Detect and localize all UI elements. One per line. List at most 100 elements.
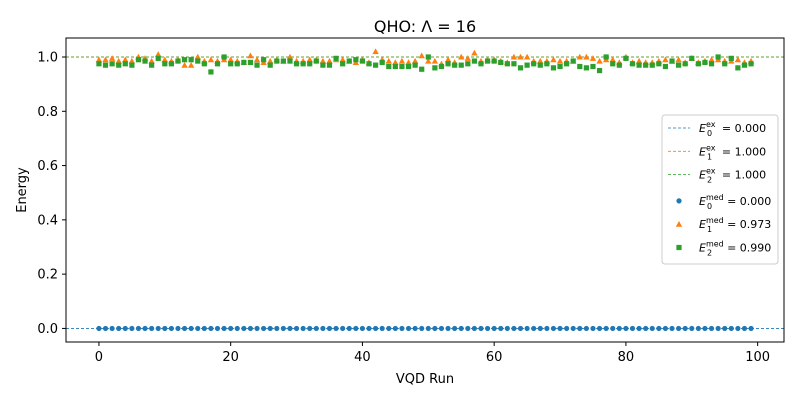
data-point xyxy=(504,61,510,67)
legend-label: Emed 1 = 0.973 xyxy=(699,216,771,234)
data-point xyxy=(109,61,115,67)
data-point xyxy=(603,54,609,60)
data-point xyxy=(741,62,748,68)
data-point xyxy=(366,325,372,332)
data-point xyxy=(208,325,214,332)
data-point xyxy=(510,53,518,60)
data-point xyxy=(129,325,135,332)
data-point xyxy=(570,325,576,332)
data-point xyxy=(564,61,570,67)
data-point xyxy=(181,57,188,63)
data-point xyxy=(129,62,135,68)
data-point xyxy=(478,61,484,67)
data-point xyxy=(227,56,234,63)
data-point xyxy=(662,56,669,63)
data-point xyxy=(326,62,333,68)
data-point xyxy=(286,53,294,60)
data-point xyxy=(155,325,161,332)
data-point xyxy=(662,325,669,332)
data-point xyxy=(241,325,247,332)
data-point xyxy=(399,63,405,70)
data-point xyxy=(643,325,649,332)
legend-box xyxy=(661,114,779,265)
data-point xyxy=(583,65,589,71)
y-tick-label: 0.4 xyxy=(37,213,58,228)
data-point xyxy=(708,325,715,332)
data-point xyxy=(616,62,622,68)
data-point xyxy=(96,61,102,67)
data-point xyxy=(386,325,392,332)
data-point xyxy=(372,325,379,332)
data-point xyxy=(372,48,379,55)
data-point xyxy=(583,325,589,332)
data-point xyxy=(452,62,458,68)
data-point xyxy=(162,325,168,332)
data-point xyxy=(359,325,366,332)
data-point xyxy=(577,325,583,332)
data-point xyxy=(748,325,754,332)
data-point xyxy=(353,57,359,63)
data-point xyxy=(379,325,385,332)
legend-label: Eex 0 = 0.000 xyxy=(699,120,766,138)
data-point xyxy=(122,61,128,67)
data-point xyxy=(629,325,636,332)
data-point xyxy=(306,56,313,63)
legend-label: Eex 2 = 1.000 xyxy=(699,167,766,185)
legend-label: Emed 0 = 0.000 xyxy=(699,193,771,211)
legend-label: Eex 1 = 1.000 xyxy=(699,143,766,161)
data-point xyxy=(168,61,174,67)
data-point xyxy=(149,325,155,332)
data-point xyxy=(662,63,669,70)
data-point xyxy=(557,325,563,332)
data-point xyxy=(339,56,346,63)
data-point xyxy=(161,56,169,63)
data-point xyxy=(511,325,517,332)
data-point xyxy=(333,325,339,332)
data-point xyxy=(524,62,530,68)
data-point xyxy=(517,325,524,332)
data-point xyxy=(412,325,418,332)
data-point xyxy=(432,65,438,71)
data-point xyxy=(261,57,267,63)
legend: Eex 0 = 0.000 Eex 1 = 1.000 Eex 2 = 1.000 Emed… xyxy=(661,114,779,265)
data-point xyxy=(722,325,728,332)
data-point xyxy=(392,59,399,65)
data-point xyxy=(689,55,695,61)
y-axis: 0.0 0.2 0.4 0.6 0.8 1.0 xyxy=(37,51,66,337)
legend-label: Emed 2 = 0.990 xyxy=(699,240,771,258)
data-point xyxy=(556,57,564,64)
data-point xyxy=(583,53,590,60)
data-point xyxy=(623,325,629,332)
x-tick-label: 100 xyxy=(745,350,770,365)
data-point xyxy=(610,325,616,332)
data-point xyxy=(313,325,319,332)
data-point xyxy=(234,325,240,332)
data-point xyxy=(537,325,543,332)
data-point xyxy=(577,63,583,70)
data-point xyxy=(445,61,451,67)
data-point xyxy=(228,61,234,67)
data-point xyxy=(491,325,497,332)
data-point xyxy=(425,325,431,332)
data-point xyxy=(175,325,181,332)
data-point xyxy=(128,57,136,64)
data-point xyxy=(122,56,129,63)
data-point xyxy=(214,61,221,67)
data-point xyxy=(484,58,491,64)
data-point xyxy=(458,62,464,68)
data-point xyxy=(135,57,142,63)
data-point xyxy=(564,325,570,332)
data-point xyxy=(254,325,260,332)
data-point xyxy=(675,56,682,63)
y-axis-title: Energy xyxy=(15,167,30,213)
data-point xyxy=(221,325,227,332)
data-point xyxy=(544,325,550,332)
data-point xyxy=(405,325,412,332)
data-point xyxy=(398,57,406,64)
x-tick-label: 0 xyxy=(95,350,103,365)
data-point xyxy=(504,325,510,332)
data-point xyxy=(682,61,688,67)
data-point xyxy=(247,59,254,66)
data-point xyxy=(379,59,385,66)
x-axis: 0 20 40 60 80 100 xyxy=(95,342,770,365)
